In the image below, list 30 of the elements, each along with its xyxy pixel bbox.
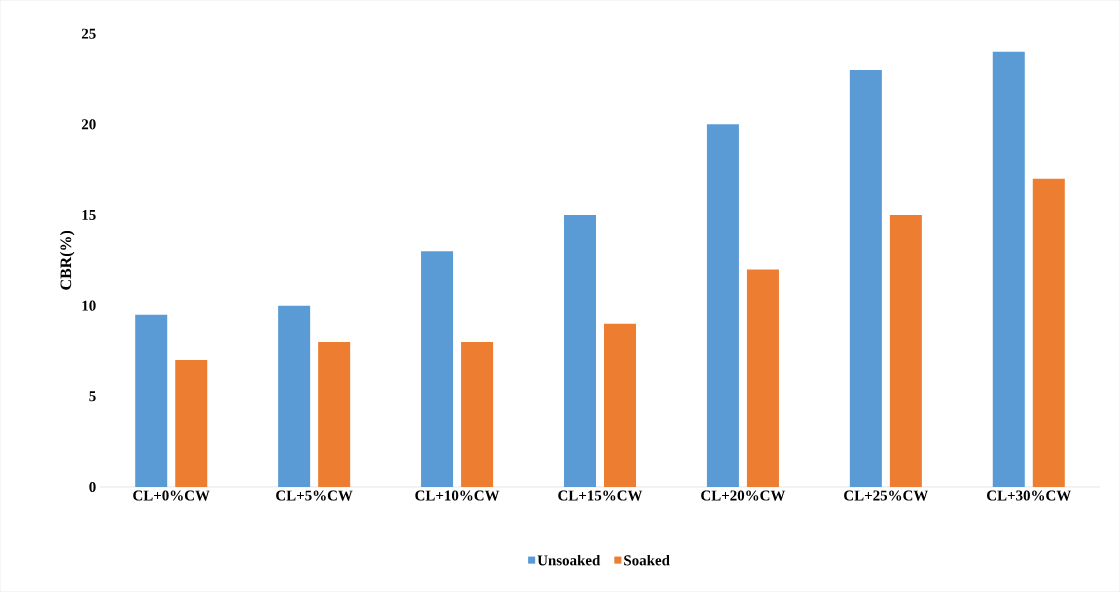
bar — [604, 323, 637, 488]
bar — [849, 70, 882, 488]
x-tick-label: CL+20%CW — [701, 490, 786, 501]
bar — [563, 215, 596, 488]
legend-label: Soaked — [624, 555, 670, 566]
x-tick-label: CL+5%CW — [276, 490, 353, 501]
bar — [278, 305, 311, 488]
y-tick-label: 0 — [89, 482, 96, 493]
bar — [421, 251, 454, 488]
x-tick-label: CL+25%CW — [844, 490, 929, 501]
bar — [992, 51, 1025, 488]
bar — [175, 360, 208, 488]
bar — [461, 342, 494, 488]
y-tick-label: 15 — [82, 210, 96, 221]
y-axis-title: CBR(%) — [59, 231, 75, 290]
y-tick-label: 10 — [82, 300, 96, 311]
x-tick-label: CL+10%CW — [415, 490, 500, 501]
x-tick-label: CL+30%CW — [987, 490, 1072, 501]
y-tick-label: 25 — [81, 28, 96, 39]
x-tick-label: CL+0%CW — [133, 490, 210, 501]
bar — [889, 215, 922, 488]
y-tick-label: 5 — [89, 391, 96, 402]
bar — [706, 124, 739, 488]
bar — [135, 314, 168, 488]
x-tick-label: CL+15%CW — [558, 490, 643, 501]
legend-label: Unsoaked — [537, 555, 601, 566]
bar — [318, 342, 351, 488]
y-tick-label: 20 — [81, 119, 96, 130]
bar — [746, 269, 779, 488]
bar — [1032, 178, 1065, 488]
